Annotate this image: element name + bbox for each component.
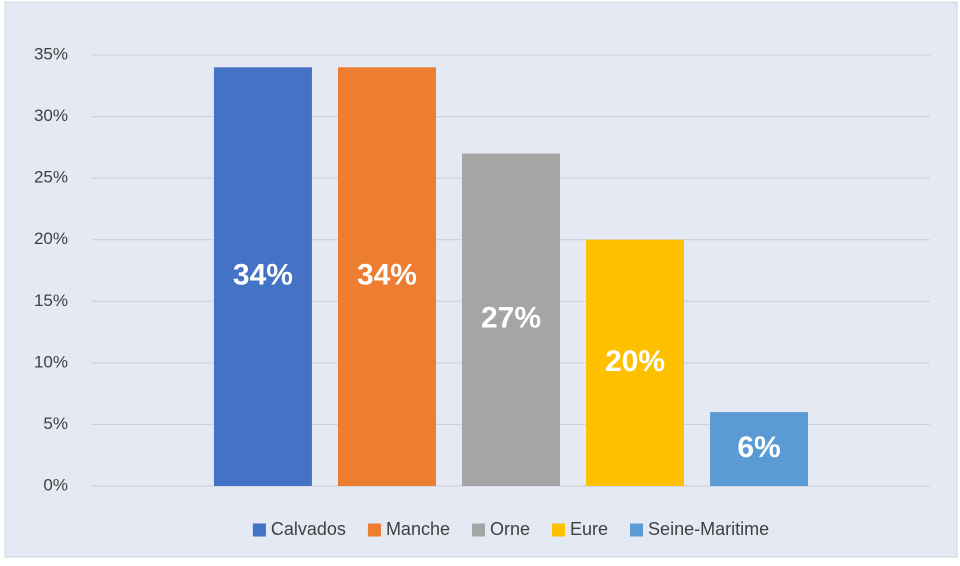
y-tick-label: 0% xyxy=(43,475,68,494)
legend-swatch xyxy=(471,523,485,537)
legend-label: Manche xyxy=(386,519,450,539)
bar xyxy=(586,239,685,486)
legend-label: Orne xyxy=(490,519,530,539)
y-tick-label: 25% xyxy=(34,168,68,187)
value-label: 27% xyxy=(481,302,541,335)
y-tick-label: 5% xyxy=(43,414,68,433)
bar xyxy=(213,67,312,487)
legend-label: Seine-Maritime xyxy=(648,519,769,539)
bar xyxy=(337,67,436,487)
value-label: 34% xyxy=(233,259,293,292)
y-tick-label: 15% xyxy=(34,291,68,310)
legend-swatch xyxy=(630,523,644,537)
bar xyxy=(710,412,809,486)
y-tick-label: 10% xyxy=(34,352,68,371)
bar xyxy=(462,153,560,486)
legend-label: Calvados xyxy=(271,519,346,539)
value-label: 20% xyxy=(605,345,665,378)
value-label: 6% xyxy=(737,431,780,464)
legend-swatch xyxy=(367,523,381,537)
legend-label: Eure xyxy=(570,519,608,539)
y-tick-label: 30% xyxy=(34,106,68,125)
legend-swatch xyxy=(252,523,266,537)
y-tick-label: 35% xyxy=(34,44,68,63)
y-tick-label: 20% xyxy=(34,229,68,248)
legend-swatch xyxy=(552,523,566,537)
value-label: 34% xyxy=(357,259,417,292)
